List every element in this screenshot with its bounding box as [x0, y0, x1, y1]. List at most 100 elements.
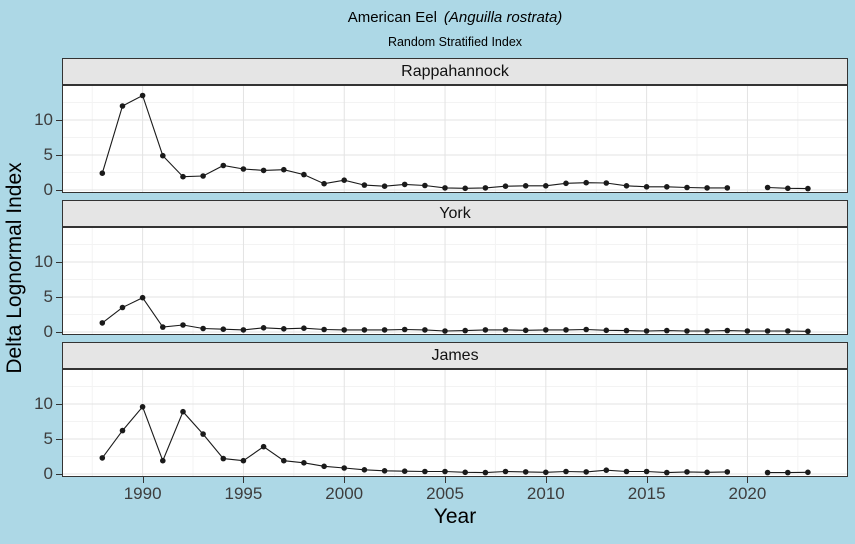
x-tick-mark — [747, 477, 749, 483]
y-tick-label: 5 — [43, 287, 53, 306]
data-point — [805, 328, 811, 334]
data-point — [200, 325, 206, 332]
data-point — [381, 468, 388, 474]
data-point — [260, 325, 267, 331]
data-point — [321, 463, 327, 470]
data-point — [401, 468, 408, 474]
y-tick-mark — [56, 404, 62, 405]
data-point — [522, 327, 529, 334]
data-point — [785, 185, 791, 192]
data-point — [260, 443, 267, 450]
chart-title-common-name: American Eel — [347, 9, 437, 26]
y-tick-mark — [56, 332, 62, 333]
data-point — [341, 327, 348, 333]
y-tick-mark — [56, 155, 62, 156]
data-point — [240, 457, 247, 464]
data-point — [704, 185, 710, 191]
y-tick-mark — [56, 297, 62, 298]
y-tick-label: 5 — [43, 429, 53, 448]
data-point — [522, 183, 529, 189]
data-point — [442, 468, 448, 475]
data-point — [664, 469, 670, 476]
data-point — [482, 327, 489, 333]
data-point — [401, 326, 408, 333]
data-point — [664, 327, 670, 334]
data-point — [684, 184, 690, 191]
data-point — [260, 167, 267, 174]
data-point — [240, 327, 247, 333]
y-tick-mark — [56, 120, 62, 121]
facet-panel-rappahannock — [62, 85, 848, 193]
data-point — [764, 184, 771, 191]
y-tick-label: 5 — [43, 145, 53, 164]
data-point — [724, 185, 731, 191]
y-tick-mark — [56, 474, 62, 475]
facet-label-rappahannock: Rappahannock — [401, 62, 509, 80]
data-point — [119, 427, 126, 434]
x-tick-mark — [142, 477, 144, 483]
x-tick-mark — [545, 477, 547, 483]
data-point — [684, 328, 690, 334]
data-point — [805, 185, 811, 192]
data-point — [139, 404, 146, 410]
data-point — [543, 327, 549, 333]
data-point — [99, 455, 106, 461]
y-tick-label: 10 — [34, 252, 53, 271]
data-point — [724, 327, 731, 334]
data-point — [563, 180, 569, 187]
x-tick-mark — [344, 477, 346, 483]
data-point — [139, 294, 146, 301]
data-point — [200, 431, 206, 437]
data-point — [341, 177, 348, 183]
data-point — [482, 185, 489, 191]
y-tick-label: 0 — [43, 464, 53, 483]
data-point — [623, 327, 630, 334]
data-point — [764, 328, 771, 334]
x-tick-mark — [646, 477, 648, 483]
x-tick-label: 2000 — [325, 484, 364, 503]
x-tick-label: 2020 — [728, 484, 767, 503]
data-point — [180, 408, 186, 415]
series-line — [101, 296, 808, 332]
data-point — [583, 326, 589, 333]
x-axis-title: Year — [433, 505, 477, 528]
data-point — [543, 469, 549, 476]
data-point — [381, 327, 388, 333]
data-point — [563, 327, 569, 333]
data-point — [240, 166, 247, 172]
data-point — [321, 326, 327, 333]
facet-strip-rappahannock: Rappahannock — [62, 58, 848, 85]
data-point — [704, 469, 710, 476]
data-point — [99, 170, 106, 176]
facet-panel-york — [62, 227, 848, 335]
x-tick-label: 1995 — [224, 484, 263, 503]
data-point — [422, 327, 428, 333]
data-point — [401, 181, 408, 188]
data-point — [785, 328, 791, 334]
facet-panel-james — [62, 369, 848, 477]
y-tick-mark — [56, 190, 62, 191]
data-point — [422, 182, 428, 189]
data-point — [361, 467, 368, 473]
data-point — [603, 467, 610, 473]
data-point — [522, 469, 529, 475]
chart-subtitle: Random Stratified Index — [387, 35, 523, 49]
data-point — [301, 325, 307, 331]
data-point — [341, 465, 348, 471]
data-point — [281, 326, 287, 332]
data-point — [805, 469, 811, 476]
data-point — [220, 326, 227, 332]
data-point — [200, 173, 206, 179]
data-point — [704, 328, 710, 334]
panel-plot-york — [63, 228, 847, 334]
x-tick-label: 2010 — [526, 484, 565, 503]
data-point — [160, 324, 166, 330]
data-point — [220, 455, 227, 462]
data-point — [180, 322, 186, 328]
facet-strip-york: York — [62, 200, 848, 227]
data-point — [482, 469, 489, 476]
data-point — [442, 328, 448, 334]
data-point — [361, 327, 368, 333]
panel-plot-rappahannock — [63, 86, 847, 192]
